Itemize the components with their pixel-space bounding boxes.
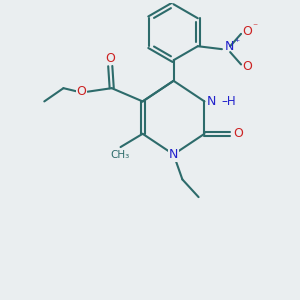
Text: CH₃: CH₃ <box>110 150 130 160</box>
Text: O: O <box>76 85 86 98</box>
Text: ⁻: ⁻ <box>253 22 258 32</box>
Text: –H: –H <box>221 95 236 108</box>
Text: O: O <box>243 25 253 38</box>
Text: N: N <box>206 95 216 108</box>
Text: ⁺: ⁺ <box>234 38 239 48</box>
Text: N: N <box>169 148 178 161</box>
Text: N: N <box>224 40 234 53</box>
Text: O: O <box>233 127 243 140</box>
Text: O: O <box>105 52 115 64</box>
Text: O: O <box>242 60 252 73</box>
